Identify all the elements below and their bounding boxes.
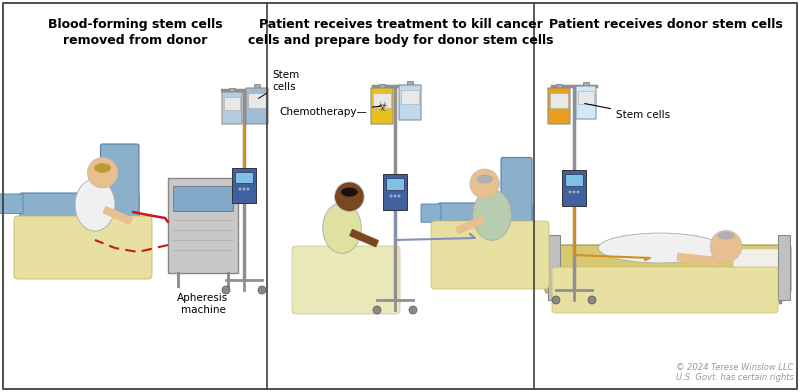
FancyBboxPatch shape bbox=[734, 249, 781, 278]
FancyBboxPatch shape bbox=[101, 144, 139, 218]
Circle shape bbox=[409, 306, 417, 314]
Ellipse shape bbox=[341, 187, 358, 197]
Circle shape bbox=[577, 191, 579, 194]
FancyArrow shape bbox=[103, 207, 133, 224]
Text: © 2024 Terese Winslow LLC
U.S. Govt. has certain rights: © 2024 Terese Winslow LLC U.S. Govt. has… bbox=[676, 363, 794, 382]
Bar bbox=[224, 97, 240, 110]
Circle shape bbox=[470, 169, 499, 198]
FancyBboxPatch shape bbox=[0, 194, 23, 214]
Ellipse shape bbox=[322, 203, 362, 253]
FancyBboxPatch shape bbox=[552, 267, 778, 313]
Bar bbox=[401, 90, 419, 104]
Ellipse shape bbox=[476, 174, 493, 184]
Bar bbox=[383, 174, 407, 210]
Bar bbox=[562, 170, 586, 206]
Ellipse shape bbox=[718, 232, 734, 240]
Circle shape bbox=[373, 306, 381, 314]
Bar bbox=[378, 83, 386, 88]
Bar bbox=[565, 174, 583, 186]
Bar bbox=[235, 172, 253, 183]
Ellipse shape bbox=[75, 179, 115, 231]
FancyArrow shape bbox=[456, 217, 484, 234]
Text: Blood-forming stem cells
removed from donor: Blood-forming stem cells removed from do… bbox=[48, 18, 222, 47]
Bar bbox=[254, 83, 260, 88]
Circle shape bbox=[258, 286, 266, 294]
Circle shape bbox=[246, 187, 250, 191]
Text: Stem
cells: Stem cells bbox=[258, 71, 299, 98]
Circle shape bbox=[334, 182, 364, 211]
Bar bbox=[578, 91, 594, 104]
Bar bbox=[373, 93, 391, 108]
Circle shape bbox=[588, 296, 596, 304]
FancyArrow shape bbox=[350, 230, 378, 247]
FancyBboxPatch shape bbox=[371, 88, 393, 124]
Bar bbox=[778, 235, 790, 300]
Ellipse shape bbox=[94, 163, 111, 173]
Text: Patient receives treatment to kill cancer
cells and prepare body for donor stem : Patient receives treatment to kill cance… bbox=[248, 18, 554, 47]
Bar bbox=[248, 93, 266, 108]
Circle shape bbox=[238, 187, 242, 191]
FancyBboxPatch shape bbox=[576, 86, 596, 119]
FancyBboxPatch shape bbox=[501, 158, 532, 227]
Bar bbox=[267, 3, 534, 389]
Bar bbox=[386, 178, 404, 190]
FancyArrow shape bbox=[678, 253, 718, 265]
Bar bbox=[232, 167, 256, 203]
Bar bbox=[583, 82, 589, 86]
Circle shape bbox=[87, 158, 118, 188]
Bar bbox=[556, 83, 562, 88]
Bar bbox=[168, 178, 238, 273]
Bar bbox=[548, 235, 560, 300]
FancyBboxPatch shape bbox=[548, 88, 570, 124]
Bar bbox=[550, 93, 568, 108]
Circle shape bbox=[394, 194, 397, 198]
Circle shape bbox=[398, 194, 401, 198]
Bar bbox=[229, 88, 235, 92]
FancyBboxPatch shape bbox=[222, 92, 242, 124]
Circle shape bbox=[710, 230, 742, 262]
Circle shape bbox=[242, 187, 246, 191]
Text: Apheresis
machine: Apheresis machine bbox=[178, 293, 229, 315]
Circle shape bbox=[390, 194, 393, 198]
Text: ☣: ☣ bbox=[376, 102, 388, 114]
FancyBboxPatch shape bbox=[421, 204, 441, 222]
Circle shape bbox=[569, 191, 571, 194]
Bar bbox=[406, 81, 414, 85]
FancyBboxPatch shape bbox=[292, 246, 400, 314]
FancyBboxPatch shape bbox=[20, 193, 139, 221]
Text: Patient receives donor stem cells: Patient receives donor stem cells bbox=[549, 18, 782, 31]
Ellipse shape bbox=[473, 190, 511, 240]
Circle shape bbox=[222, 286, 230, 294]
Text: Stem cells: Stem cells bbox=[585, 103, 670, 120]
Text: Chemotherapy—: Chemotherapy— bbox=[279, 106, 380, 117]
Ellipse shape bbox=[598, 233, 722, 263]
FancyBboxPatch shape bbox=[431, 221, 549, 289]
FancyBboxPatch shape bbox=[545, 245, 791, 293]
Circle shape bbox=[552, 296, 560, 304]
FancyBboxPatch shape bbox=[399, 85, 421, 120]
FancyBboxPatch shape bbox=[14, 216, 152, 279]
FancyBboxPatch shape bbox=[246, 88, 268, 124]
Bar bbox=[173, 186, 233, 211]
Circle shape bbox=[573, 191, 575, 194]
Bar bbox=[534, 3, 797, 389]
FancyBboxPatch shape bbox=[438, 203, 532, 230]
Bar bbox=[3, 3, 267, 389]
